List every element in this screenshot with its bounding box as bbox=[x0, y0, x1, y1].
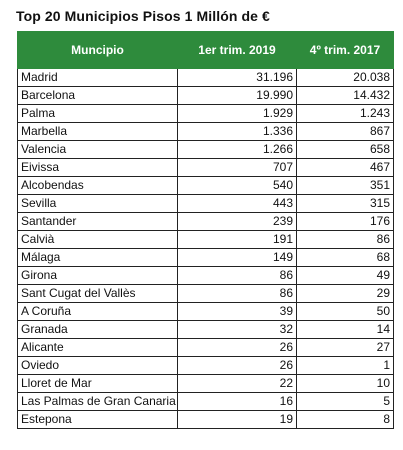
cell-q4-2017: 658 bbox=[296, 140, 394, 159]
cell-municipio: Girona bbox=[17, 266, 178, 285]
cell-municipio: Marbella bbox=[17, 122, 178, 141]
cell-q1-2019: 1.929 bbox=[177, 104, 297, 123]
cell-q1-2019: 443 bbox=[177, 194, 297, 213]
cell-q1-2019: 1.266 bbox=[177, 140, 297, 159]
table-row: Girona 86 49 bbox=[17, 266, 394, 285]
cell-q1-2019: 1.336 bbox=[177, 122, 297, 141]
page-title: Top 20 Municipios Pisos 1 Millón de € bbox=[16, 8, 270, 24]
table-row: Granada 32 14 bbox=[17, 320, 394, 339]
cell-municipio: Alcobendas bbox=[17, 176, 178, 195]
cell-municipio: Calvià bbox=[17, 230, 178, 249]
cell-q4-2017: 10 bbox=[296, 374, 394, 393]
cell-municipio: Eivissa bbox=[17, 158, 178, 177]
table-row: Alcobendas 540 351 bbox=[17, 176, 394, 195]
cell-q4-2017: 29 bbox=[296, 284, 394, 303]
cell-municipio: Málaga bbox=[17, 248, 178, 267]
cell-q4-2017: 86 bbox=[296, 230, 394, 249]
cell-municipio: Palma bbox=[17, 104, 178, 123]
table-row: Barcelona 19.990 14.432 bbox=[17, 86, 394, 105]
cell-municipio: Estepona bbox=[17, 410, 178, 429]
header-q1-2019: 1er trim. 2019 bbox=[177, 31, 297, 69]
cell-q1-2019: 149 bbox=[177, 248, 297, 267]
cell-municipio: Madrid bbox=[17, 68, 178, 87]
cell-q1-2019: 19.990 bbox=[177, 86, 297, 105]
cell-q4-2017: 68 bbox=[296, 248, 394, 267]
cell-q4-2017: 14 bbox=[296, 320, 394, 339]
table-row: Eivissa 707 467 bbox=[17, 158, 394, 177]
cell-q1-2019: 191 bbox=[177, 230, 297, 249]
table-header-row: Muncipio 1er trim. 2019 4º trim. 2017 bbox=[17, 31, 394, 69]
cell-municipio: Alicante bbox=[17, 338, 178, 357]
cell-q4-2017: 315 bbox=[296, 194, 394, 213]
cell-q4-2017: 5 bbox=[296, 392, 394, 411]
cell-q1-2019: 31.196 bbox=[177, 68, 297, 87]
cell-q4-2017: 867 bbox=[296, 122, 394, 141]
cell-q1-2019: 26 bbox=[177, 338, 297, 357]
table-body: Madrid 31.196 20.038 Barcelona 19.990 14.432 P… bbox=[17, 68, 394, 429]
table-row: Estepona 19 8 bbox=[17, 410, 394, 429]
cell-q4-2017: 1.243 bbox=[296, 104, 394, 123]
cell-municipio: Lloret de Mar bbox=[17, 374, 178, 393]
table-row: Marbella 1.336 867 bbox=[17, 122, 394, 141]
cell-municipio: Valencia bbox=[17, 140, 178, 159]
cell-q1-2019: 16 bbox=[177, 392, 297, 411]
cell-q4-2017: 49 bbox=[296, 266, 394, 285]
cell-municipio: Sevilla bbox=[17, 194, 178, 213]
table-row: Palma 1.929 1.243 bbox=[17, 104, 394, 123]
cell-q1-2019: 22 bbox=[177, 374, 297, 393]
cell-q4-2017: 467 bbox=[296, 158, 394, 177]
cell-q1-2019: 86 bbox=[177, 266, 297, 285]
table-row: Málaga 149 68 bbox=[17, 248, 394, 267]
cell-q1-2019: 39 bbox=[177, 302, 297, 321]
table-row: Lloret de Mar 22 10 bbox=[17, 374, 394, 393]
table-row: Sevilla 443 315 bbox=[17, 194, 394, 213]
table-row: Madrid 31.196 20.038 bbox=[17, 68, 394, 87]
cell-q1-2019: 86 bbox=[177, 284, 297, 303]
table-row: Calvià 191 86 bbox=[17, 230, 394, 249]
header-municipio: Muncipio bbox=[17, 31, 178, 69]
cell-q1-2019: 707 bbox=[177, 158, 297, 177]
cell-q4-2017: 27 bbox=[296, 338, 394, 357]
table-row: A Coruña 39 50 bbox=[17, 302, 394, 321]
table-row: Alicante 26 27 bbox=[17, 338, 394, 357]
table-row: Sant Cugat del Vallès 86 29 bbox=[17, 284, 394, 303]
table-row: Valencia 1.266 658 bbox=[17, 140, 394, 159]
cell-q1-2019: 239 bbox=[177, 212, 297, 231]
cell-q4-2017: 8 bbox=[296, 410, 394, 429]
table-row: Oviedo 26 1 bbox=[17, 356, 394, 375]
table-row: Santander 239 176 bbox=[17, 212, 394, 231]
municipios-table: Muncipio 1er trim. 2019 4º trim. 2017 Ma… bbox=[17, 31, 394, 429]
cell-municipio: Barcelona bbox=[17, 86, 178, 105]
cell-q1-2019: 19 bbox=[177, 410, 297, 429]
cell-municipio: Oviedo bbox=[17, 356, 178, 375]
cell-q1-2019: 540 bbox=[177, 176, 297, 195]
cell-municipio: Las Palmas de Gran Canaria bbox=[17, 392, 178, 411]
cell-q4-2017: 20.038 bbox=[296, 68, 394, 87]
cell-q4-2017: 50 bbox=[296, 302, 394, 321]
cell-q1-2019: 32 bbox=[177, 320, 297, 339]
cell-municipio: Sant Cugat del Vallès bbox=[17, 284, 178, 303]
cell-q4-2017: 1 bbox=[296, 356, 394, 375]
cell-municipio: Granada bbox=[17, 320, 178, 339]
cell-q1-2019: 26 bbox=[177, 356, 297, 375]
cell-q4-2017: 14.432 bbox=[296, 86, 394, 105]
table-row: Las Palmas de Gran Canaria 16 5 bbox=[17, 392, 394, 411]
header-q4-2017: 4º trim. 2017 bbox=[296, 31, 394, 69]
cell-q4-2017: 351 bbox=[296, 176, 394, 195]
cell-q4-2017: 176 bbox=[296, 212, 394, 231]
cell-municipio: Santander bbox=[17, 212, 178, 231]
cell-municipio: A Coruña bbox=[17, 302, 178, 321]
